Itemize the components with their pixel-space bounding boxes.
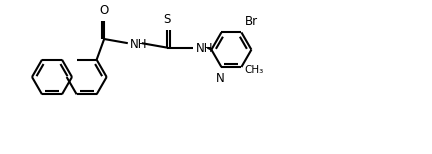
Text: S: S — [164, 13, 171, 26]
Text: NH: NH — [130, 38, 147, 51]
Text: O: O — [99, 4, 109, 17]
Text: NH: NH — [195, 42, 213, 55]
Text: N: N — [216, 72, 225, 85]
Text: CH₃: CH₃ — [245, 65, 264, 75]
Text: Br: Br — [245, 15, 257, 28]
